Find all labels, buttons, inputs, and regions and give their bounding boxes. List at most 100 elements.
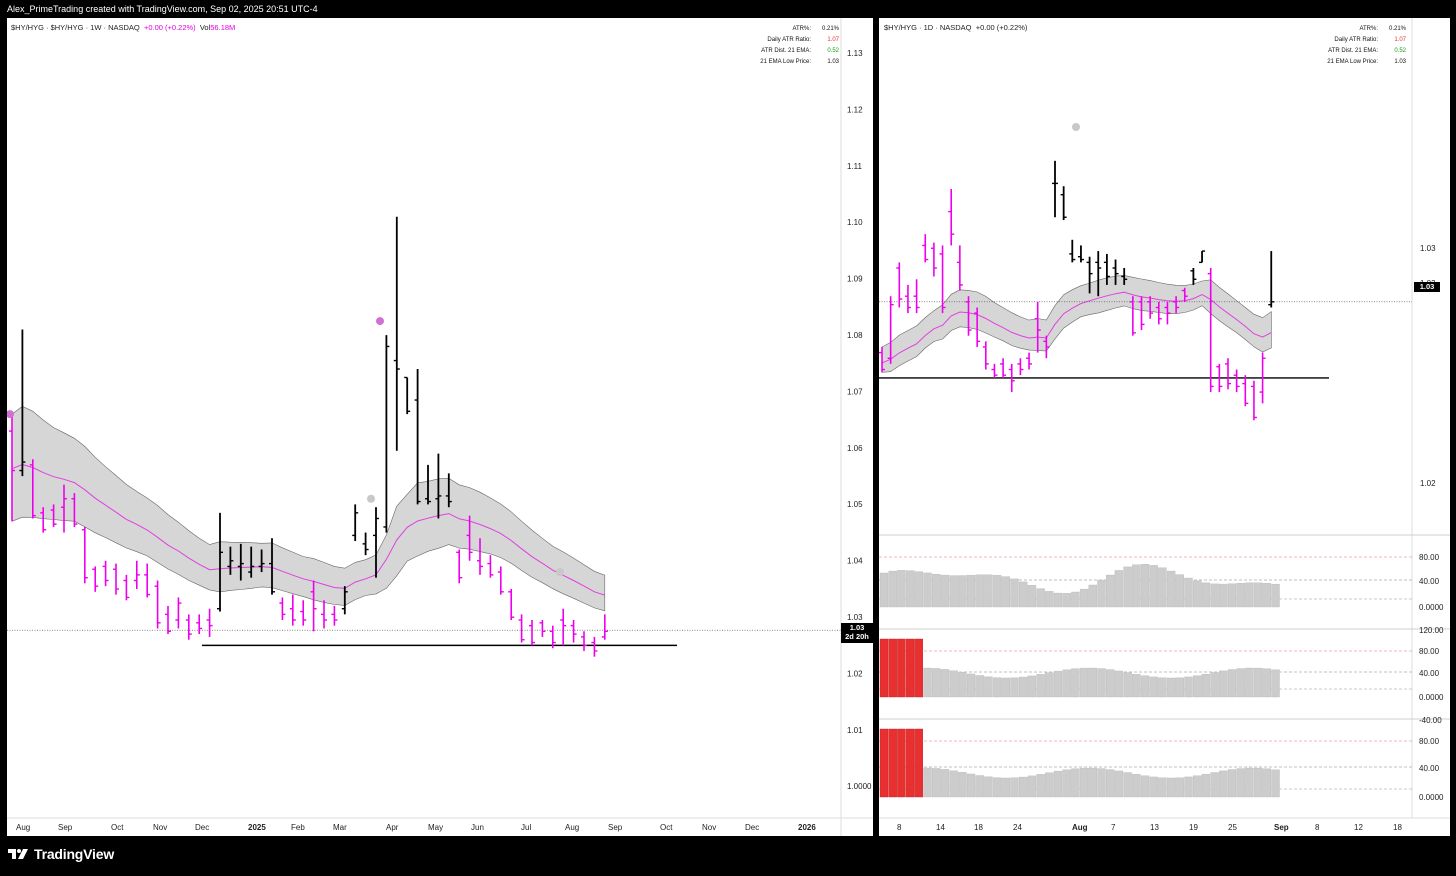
oscillator-bar: [1097, 768, 1106, 798]
oscillator-axis-label: 40.00: [1419, 577, 1440, 586]
oscillator-bar: [1149, 676, 1158, 698]
oscillator-bar: [932, 573, 941, 608]
oscillator-bar: [940, 574, 950, 608]
weekly-chart-pane[interactable]: 1.13 1.12 1.11 1.10 1.09 1.08 1.07 1.06 1.05 1.04…: [7, 18, 873, 836]
daily-change: +0.00 (+0.22%): [975, 23, 1028, 32]
atr-label: Daily ATR Ratio:: [767, 37, 811, 43]
footer-brand: TradingView: [34, 846, 115, 862]
oscillator-bar: [1053, 592, 1063, 608]
weekly-chart-svg[interactable]: 1.13 1.12 1.11 1.10 1.09 1.08 1.07 1.06 1.05 1.04…: [7, 18, 873, 836]
oscillator-bar: [1149, 776, 1158, 798]
x-tick-label: Jul: [521, 823, 531, 832]
x-tick-label: 8: [1315, 823, 1320, 832]
x-tick-label: 18: [974, 823, 983, 832]
oscillator-bar: [1253, 582, 1263, 608]
badge-price: 1.03: [849, 623, 865, 632]
oscillator-bar: [914, 571, 923, 608]
oscillator-bar: [1245, 667, 1254, 698]
oscillator-bar: [888, 638, 897, 698]
oscillator-bar: [966, 773, 976, 798]
oscillator-bar: [1114, 570, 1124, 608]
ema-band: [881, 275, 1272, 373]
daily-symbol: $HY/HYG · 1D · NASDAQ: [884, 23, 972, 32]
oscillator-axis-label: -40.00: [1419, 716, 1442, 725]
y-tick-label: 1.01: [847, 726, 863, 735]
daily-chart-pane[interactable]: 1.03 1.03 1.02 8 14 18 24 Aug 7 13 19 25 Sep 8 12 18 80.…: [879, 18, 1450, 836]
oscillator-bar: [1018, 676, 1028, 698]
atr-row: ATR Dist. 21 EMA: 0.52: [1316, 46, 1406, 57]
oscillator-bar: [1132, 564, 1141, 608]
oscillator-bar: [1123, 566, 1132, 608]
atr-label: 21 EMA Low Price:: [1327, 59, 1378, 65]
oscillator-bar: [1184, 577, 1193, 608]
weekly-legend: $HY/HYG · $HY/HYG · 1W · NASDAQ +0.00 (+…: [11, 23, 235, 32]
oscillator-bar: [1271, 583, 1280, 608]
y-tick-label: 1.03: [847, 613, 863, 622]
oscillator-bar: [975, 675, 984, 698]
y-tick-label: 1.0000: [847, 782, 872, 791]
x-tick-label: Aug: [1072, 823, 1088, 832]
daily-chart-svg[interactable]: 1.03 1.03 1.02 8 14 18 24 Aug 7 13 19 25 Sep 8 12 18 80.…: [879, 18, 1450, 836]
daily-last-price-badge: 1.03: [1414, 282, 1440, 292]
oscillator-bar: [1184, 776, 1193, 798]
x-tick-label: 25: [1228, 823, 1237, 832]
oscillator-bar: [1201, 773, 1211, 798]
oscillator-bar: [1123, 672, 1132, 698]
tradingview-logo[interactable]: TradingView: [8, 846, 114, 862]
oscillator-bar: [992, 677, 1002, 698]
oscillator-bar: [1071, 668, 1080, 698]
header-title: Alex_PrimeTrading created with TradingVi…: [7, 4, 318, 14]
oscillator-bar: [966, 574, 976, 608]
oscillator-bar: [1027, 585, 1037, 608]
oscillator-bar: [1219, 583, 1228, 608]
y-tick-label: 1.07: [847, 387, 863, 396]
oscillator-bar: [975, 775, 984, 798]
atr-value: 1.07: [1394, 37, 1406, 43]
oscillator-bar: [1140, 564, 1150, 608]
oscillator-bar: [940, 669, 950, 698]
x-tick-label: Sep: [58, 823, 73, 832]
weekly-atr-table: ATR%: 0.21% Daily ATR Ratio: 1.07 ATR Dist…: [749, 24, 839, 68]
oscillator-bar: [1201, 673, 1211, 698]
y-tick-label: 1.13: [847, 49, 863, 58]
oscillator-bar: [992, 777, 1002, 798]
atr-value: 1.07: [827, 37, 839, 43]
y-tick-label: 1.10: [847, 218, 863, 227]
oscillator-bar: [1210, 772, 1219, 798]
oscillator-bar: [1253, 767, 1263, 798]
y-tick-label: 1.02: [847, 669, 863, 678]
oscillator-bar: [923, 767, 932, 798]
oscillator-bar: [914, 638, 923, 698]
oscillator-bar: [949, 575, 958, 608]
atr-label: 21 EMA Low Price:: [760, 59, 811, 65]
atr-row: ATR%: 0.21%: [749, 24, 839, 35]
badge-countdown: 2d 20h: [845, 632, 869, 641]
oscillator-bar: [1114, 670, 1124, 698]
oscillator-bar: [1045, 672, 1054, 698]
atr-row: Daily ATR Ratio: 1.07: [749, 35, 839, 46]
oscillator-bar: [1088, 767, 1098, 798]
x-tick-label: Dec: [745, 823, 759, 832]
x-tick-label: Apr: [386, 823, 399, 832]
y-tick-label: 1.02: [1420, 479, 1436, 488]
tradingview-logo-icon: [8, 849, 28, 859]
y-tick-label: 1.09: [847, 275, 863, 284]
ema-band: [11, 406, 606, 612]
oscillator-bar: [1166, 777, 1176, 798]
x-tick-label: Oct: [111, 823, 124, 832]
atr-row: 21 EMA Low Price: 1.03: [749, 57, 839, 68]
oscillator-bar: [932, 668, 941, 698]
oscillator-bar: [958, 575, 967, 608]
oscillator-bar: [1166, 677, 1176, 698]
x-tick-label: 7: [1111, 823, 1116, 832]
atr-value: 0.52: [827, 48, 839, 54]
oscillator-bar: [1114, 770, 1124, 798]
oscillator-bar: [1027, 775, 1037, 798]
oscillator-bar: [1018, 776, 1028, 798]
x-tick-label: Aug: [16, 823, 30, 832]
oscillator-bar: [975, 574, 984, 608]
oscillator-bar: [940, 769, 950, 798]
oscillator-bar: [1166, 570, 1176, 608]
signal-dot: [7, 410, 14, 419]
x-tick-label: Nov: [153, 823, 167, 832]
